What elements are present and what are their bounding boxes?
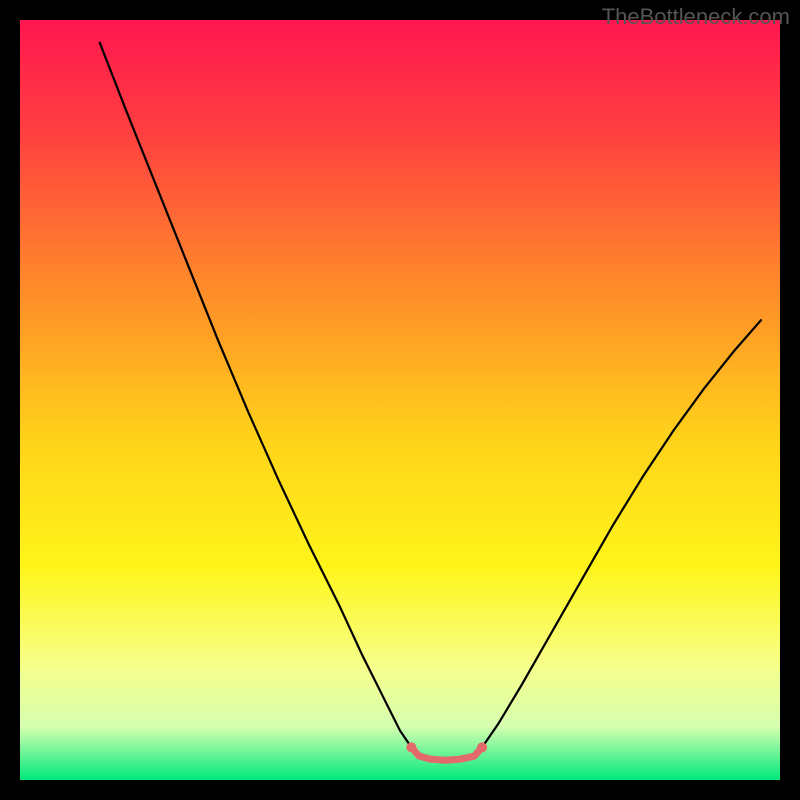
- bottleneck-curve-chart: [0, 0, 800, 800]
- bottleneck-chart-container: TheBottleneck.com: [0, 0, 800, 800]
- watermark-label: TheBottleneck.com: [602, 4, 790, 30]
